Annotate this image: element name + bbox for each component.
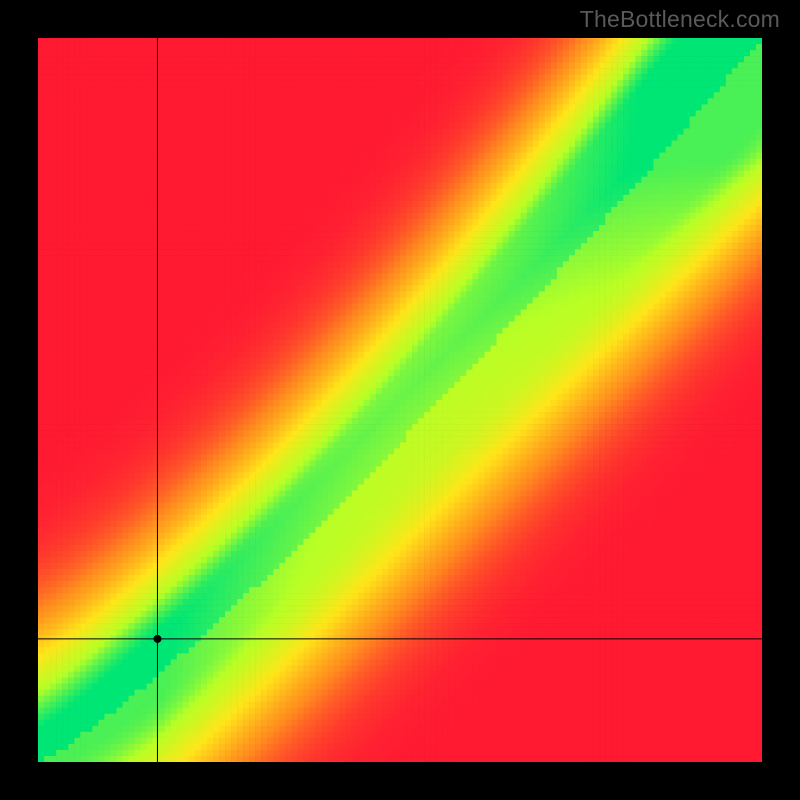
bottleneck-heatmap: [38, 38, 762, 762]
plot-area: [38, 38, 762, 762]
watermark-text: TheBottleneck.com: [580, 6, 780, 33]
